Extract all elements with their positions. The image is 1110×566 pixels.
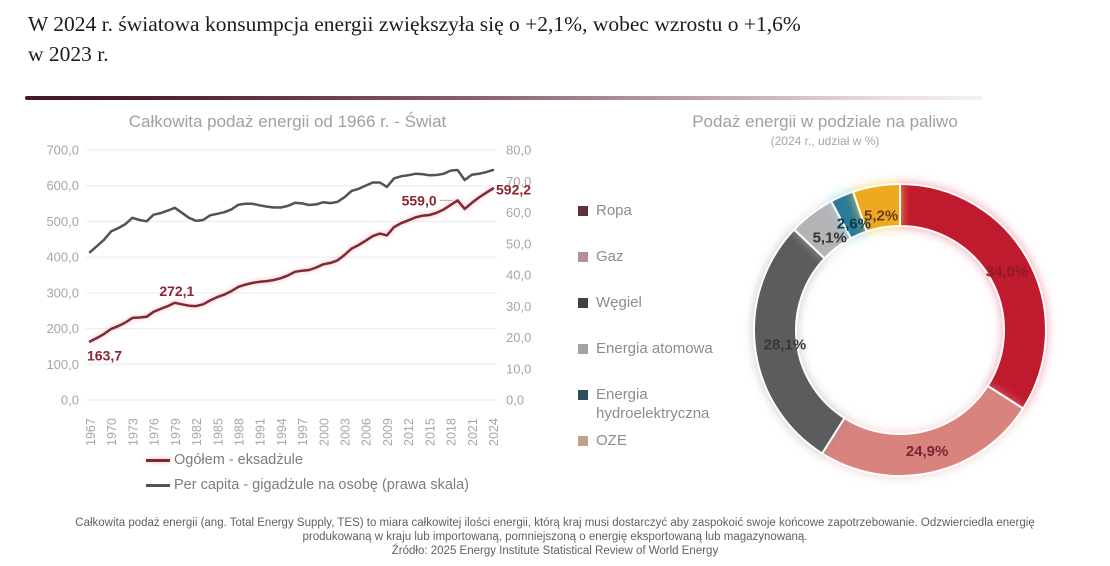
left-axis-tick: 0,0 <box>61 393 79 408</box>
x-axis-tick: 2015 <box>423 418 437 446</box>
gradient-divider <box>25 96 983 100</box>
donut-slice-label: 5,1% <box>813 230 847 247</box>
x-axis-tick: 2024 <box>487 418 501 446</box>
donut-chart: 34,0% 24,9% 28,1% 5,1%2,6%5,2% <box>753 182 1047 477</box>
legend-label-atomowa: Energia atomowa <box>596 340 713 357</box>
x-axis-tick: 1994 <box>275 418 289 446</box>
right-axis-tick: 20,0 <box>506 330 531 345</box>
legend-line-swatch-percapita <box>146 483 170 487</box>
line-chart: 700,0 600,0 500,0 400,0 300,0 200,0 100,0 0,0 80… <box>46 143 531 447</box>
x-axis-tick: 1988 <box>232 418 246 446</box>
x-axis-tick: 2009 <box>381 418 395 446</box>
left-axis-tick: 500,0 <box>46 214 79 229</box>
donut-slice-label: 34,0% <box>986 263 1029 280</box>
x-axis-tick: 2006 <box>360 418 374 446</box>
left-axis-tick: 400,0 <box>46 250 79 265</box>
legend-item-oze: OZE <box>578 432 627 451</box>
legend-label-ropa: Ropa <box>596 202 632 219</box>
legend-label-hydro: Energia hydroelektryczna <box>596 386 710 422</box>
legend-swatch-atomowa <box>578 344 588 354</box>
legend-swatch-oze <box>578 436 588 446</box>
footnote-line1: Całkowita podaż energii (ang. Total Ener… <box>75 517 1035 529</box>
legend-item-ropa: Ropa <box>578 202 632 221</box>
legend-swatch-hydro <box>578 390 588 400</box>
series-line-0 <box>88 187 495 343</box>
x-axis-tick: 1970 <box>105 418 119 446</box>
x-axis-tick: 2003 <box>339 418 353 446</box>
right-axis-tick: 10,0 <box>506 361 531 376</box>
right-axis-tick: 80,0 <box>506 143 531 158</box>
right-axis-tick: 40,0 <box>506 268 531 283</box>
footnote-line2: produkowaną w kraju lub importowaną, pom… <box>302 531 808 544</box>
page-title-line2: w 2023 r. <box>28 41 109 66</box>
right-axis-tick: 30,0 <box>506 299 531 314</box>
right-axis-tick: 60,0 <box>506 205 531 220</box>
legend-label-total: Ogółem - eksadżule <box>174 452 303 468</box>
x-axis-tick: 1976 <box>148 418 162 446</box>
footnote-source: Źródło: 2025 Energy Institute Statistica… <box>391 545 719 558</box>
legend-item-wegiel: Węgiel <box>578 294 642 313</box>
x-axis-tick: 1997 <box>296 418 310 446</box>
legend-swatch-gaz <box>578 252 588 262</box>
donut-slice-ropa <box>899 182 1047 410</box>
line-chart-title: Całkowita podaż energii od 1966 r. - Świ… <box>128 112 447 131</box>
legend-label-percapita: Per capita - gigadżule na osobę (prawa s… <box>174 477 469 493</box>
legend-label-oze: OZE <box>596 432 627 449</box>
legend-label-wegiel: Węgiel <box>596 294 642 311</box>
x-axis-tick: 1982 <box>190 418 204 446</box>
x-axis-tick: 1973 <box>126 418 140 446</box>
donut-slice-label: 2,6% <box>837 216 871 233</box>
legend-label-gaz: Gaz <box>596 248 624 265</box>
legend-item-percapita: Per capita - gigadżule na osobę (prawa s… <box>146 477 469 493</box>
data-label: 272,1 <box>159 283 194 299</box>
legend-item-gaz: Gaz <box>578 248 624 267</box>
footnote: Całkowita podaż energii (ang. Total Ener… <box>0 516 1110 557</box>
donut-slice-label: 24,9% <box>906 443 949 460</box>
left-axis-tick: 300,0 <box>46 285 79 300</box>
donut-chart-subtitle: (2024 r., udział w %) <box>770 134 880 148</box>
left-axis-tick: 100,0 <box>46 357 79 372</box>
data-label: 592,2 <box>496 182 531 198</box>
page-title: W 2024 r. światowa konsumpcja energii zw… <box>28 10 1088 69</box>
x-axis-tick: 1967 <box>84 418 98 446</box>
data-label: 163,7 <box>87 348 122 364</box>
series-line-1 <box>88 168 495 254</box>
donut-slice-oze <box>851 182 901 233</box>
donut-chart-title: Podaż energii w podziale na paliwo <box>692 112 958 131</box>
legend-item-atomowa: Energia atomowa <box>578 340 713 359</box>
x-axis-tick: 2000 <box>317 418 331 446</box>
left-axis-tick: 700,0 <box>46 143 79 158</box>
x-axis-tick: 2012 <box>402 418 416 446</box>
legend-line-swatch-total <box>146 458 170 462</box>
legend-item-hydro: Energia hydroelektryczna <box>578 386 710 424</box>
legend-swatch-wegiel <box>578 298 588 308</box>
x-axis-tick: 1991 <box>254 418 268 446</box>
left-axis-tick: 200,0 <box>46 321 79 336</box>
x-axis-tick: 1979 <box>169 418 183 446</box>
donut-slice-gaz <box>820 384 1025 477</box>
right-axis-tick: 50,0 <box>506 236 531 251</box>
donut-slice-label: 28,1% <box>764 336 807 353</box>
legend-item-total: Ogółem - eksadżule <box>146 452 469 468</box>
x-axis-tick: 2018 <box>445 418 459 446</box>
line-chart-legend: Ogółem - eksadżule Per capita - gigadżul… <box>146 452 469 502</box>
donut-slice-label: 5,2% <box>864 208 898 225</box>
x-axis-tick: 1985 <box>211 418 225 446</box>
right-axis-tick: 70,0 <box>506 174 531 189</box>
right-axis-tick: 0,0 <box>506 393 524 408</box>
x-axis-tick: 2021 <box>466 418 480 446</box>
legend-swatch-ropa <box>578 206 588 216</box>
left-axis-tick: 600,0 <box>46 178 79 193</box>
page-title-line1: W 2024 r. światowa konsumpcja energii zw… <box>28 12 801 36</box>
data-label: 559,0 <box>402 192 437 208</box>
